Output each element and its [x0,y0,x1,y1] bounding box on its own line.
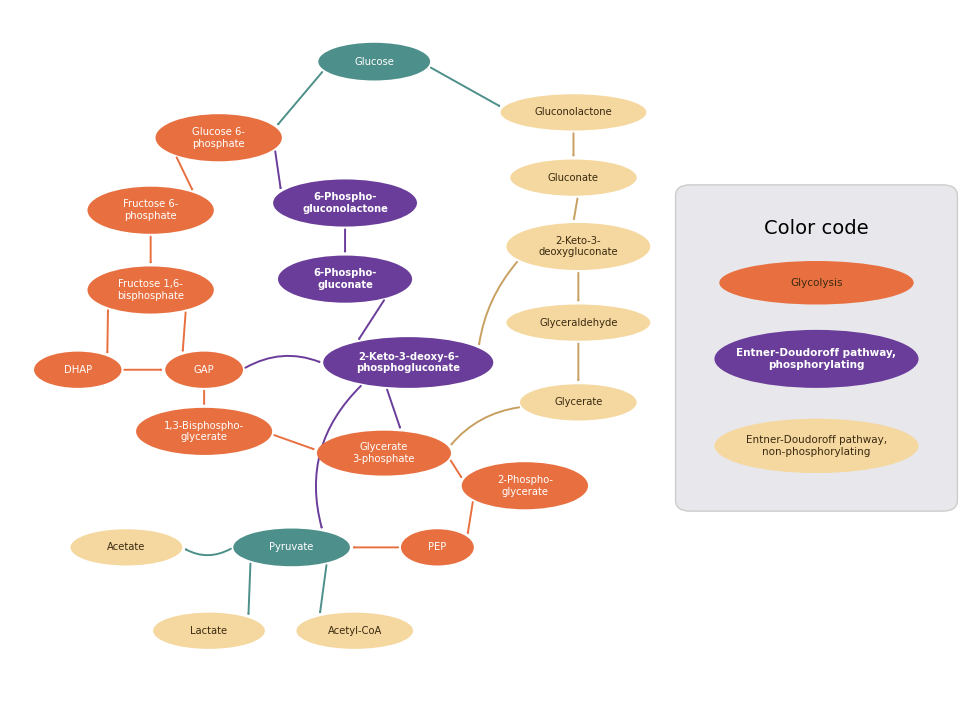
Text: Glucose 6-
phosphate: Glucose 6- phosphate [192,127,245,149]
Ellipse shape [506,304,650,341]
Text: 2-Phospho-
glycerate: 2-Phospho- glycerate [497,475,553,497]
Text: 2-Keto-3-
deoxygluconate: 2-Keto-3- deoxygluconate [538,236,618,257]
Text: 6-Phospho-
gluconolactone: 6-Phospho- gluconolactone [302,192,388,214]
Ellipse shape [34,352,122,388]
Text: PEP: PEP [429,542,446,552]
Text: Acetate: Acetate [107,542,146,552]
Ellipse shape [462,463,588,509]
Ellipse shape [296,613,413,649]
Ellipse shape [506,223,650,270]
Text: Gluconolactone: Gluconolactone [535,107,612,117]
Text: Color code: Color code [764,219,869,238]
Text: 1,3-Bisphospho-
glycerate: 1,3-Bisphospho- glycerate [164,420,244,442]
Ellipse shape [136,407,272,455]
Ellipse shape [156,115,282,162]
Ellipse shape [273,180,417,226]
Ellipse shape [714,419,919,473]
Ellipse shape [323,337,493,388]
Ellipse shape [520,384,637,420]
Ellipse shape [319,43,430,80]
Ellipse shape [400,529,474,566]
Text: Fructose 6-
phosphate: Fructose 6- phosphate [123,199,178,221]
Text: Acetyl-CoA: Acetyl-CoA [328,626,382,636]
Ellipse shape [165,352,243,388]
Ellipse shape [70,529,183,566]
Text: Glycolysis: Glycolysis [790,278,843,288]
Ellipse shape [501,94,646,130]
FancyBboxPatch shape [676,185,957,511]
Ellipse shape [317,431,451,476]
Text: GAP: GAP [193,365,215,375]
Text: Pyruvate: Pyruvate [269,542,314,552]
Text: Glycerate
3-phosphate: Glycerate 3-phosphate [353,442,415,464]
Ellipse shape [278,256,412,303]
Ellipse shape [510,160,637,196]
Text: Glucose: Glucose [354,57,395,67]
Text: Fructose 1,6-
bisphosphate: Fructose 1,6- bisphosphate [118,279,184,301]
Ellipse shape [233,529,350,566]
Text: 2-Keto-3-deoxy-6-
phosphogluconate: 2-Keto-3-deoxy-6- phosphogluconate [357,352,460,373]
Text: Lactate: Lactate [191,626,227,636]
Ellipse shape [719,261,914,304]
Text: Glycerate: Glycerate [554,397,603,407]
Text: Entner-Doudoroff pathway,
phosphorylating: Entner-Doudoroff pathway, phosphorylatin… [737,348,896,370]
Text: 6-Phospho-
gluconate: 6-Phospho- gluconate [313,268,377,290]
Ellipse shape [87,267,214,313]
Ellipse shape [153,613,264,649]
Ellipse shape [714,330,919,388]
Text: Gluconate: Gluconate [548,173,599,183]
Text: Glyceraldehyde: Glyceraldehyde [539,318,617,328]
Text: Entner-Doudoroff pathway,
non-phosphorylating: Entner-Doudoroff pathway, non-phosphoryl… [746,435,887,457]
Text: DHAP: DHAP [64,365,91,375]
Ellipse shape [87,187,214,233]
